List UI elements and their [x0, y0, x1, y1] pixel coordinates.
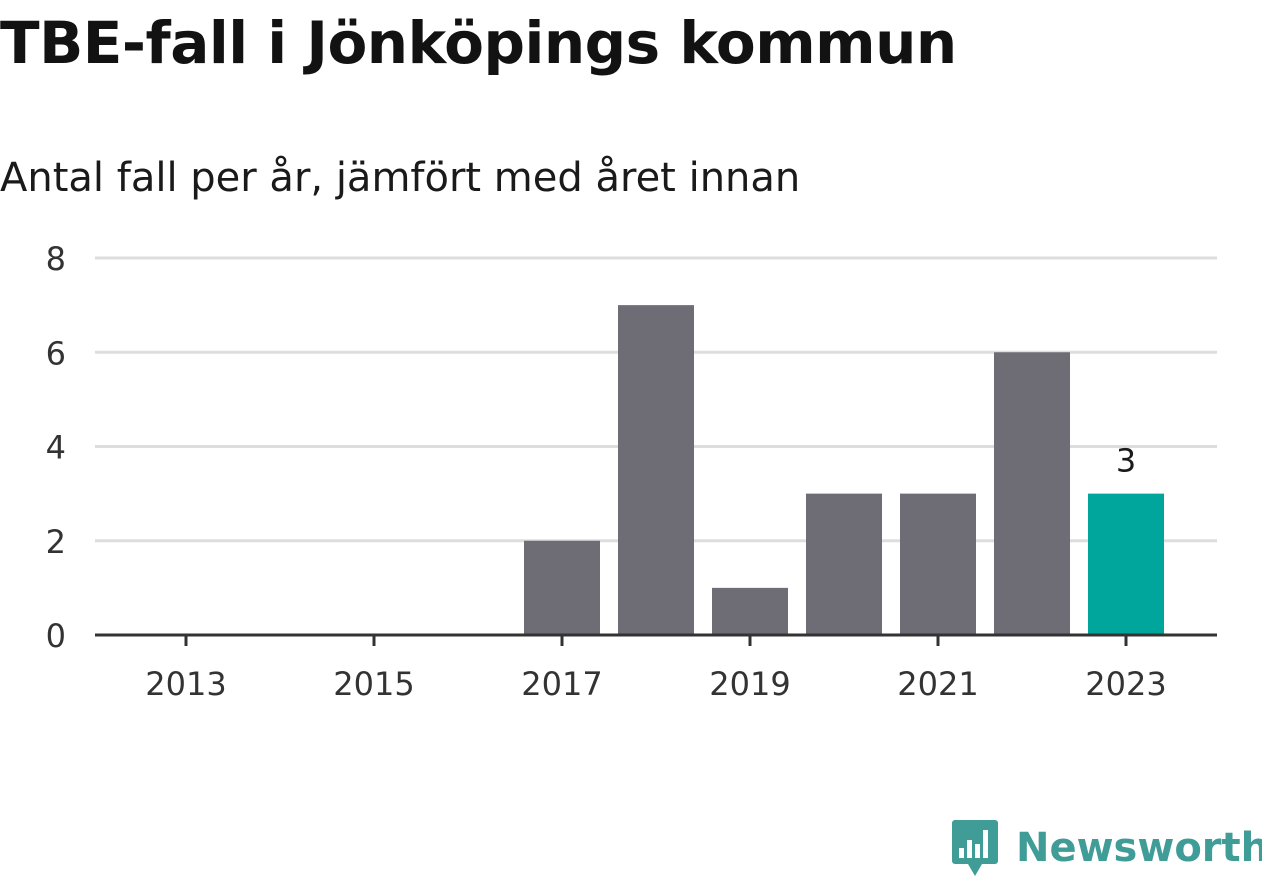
bar-2021	[900, 493, 976, 635]
bar-2020	[806, 493, 882, 635]
data-label-2023: 3	[1116, 442, 1136, 480]
chart-title: TBE-fall i Jönköpings kommun	[0, 9, 957, 77]
x-tick-label-2019: 2019	[709, 665, 790, 703]
bar-chart-speech-bubble-icon	[952, 820, 998, 876]
labels: 0 2 4 6 8 2013 2015 2017 2019 2021 2023 3	[46, 240, 1167, 703]
chart-subtitle: Antal fall per år, jämfört med året inna…	[0, 155, 801, 201]
x-tick-label-2015: 2015	[333, 665, 414, 703]
bar-chart: 0 2 4 6 8 2013 2015 2017 2019 2021 2023 3	[46, 240, 1217, 703]
y-tick-label-2: 2	[46, 523, 66, 561]
bar-2018	[618, 305, 694, 635]
bar-2019	[712, 587, 788, 635]
x-tick-label-2013: 2013	[145, 665, 226, 703]
y-tick-label-6: 6	[46, 334, 66, 372]
y-tick-label-0: 0	[46, 617, 66, 655]
bar-2022	[994, 352, 1070, 635]
x-axis	[95, 633, 1217, 646]
x-tick-label-2021: 2021	[897, 665, 978, 703]
x-tick-label-2023: 2023	[1085, 665, 1166, 703]
y-tick-label-8: 8	[46, 240, 66, 278]
bar-2017	[524, 540, 600, 635]
y-tick-label-4: 4	[46, 429, 66, 467]
newsworthy-logo: Newsworthy	[950, 818, 1262, 878]
brand-name: Newsworthy	[1016, 825, 1262, 871]
bars	[524, 305, 1164, 635]
bar-2023	[1088, 493, 1164, 635]
x-tick-label-2017: 2017	[521, 665, 602, 703]
